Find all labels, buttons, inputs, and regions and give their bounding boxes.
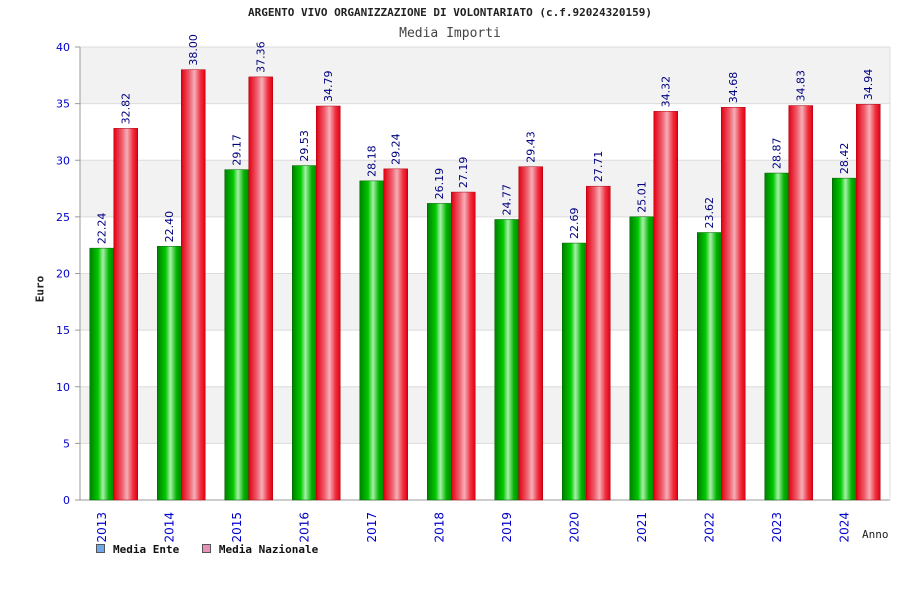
legend-swatch-media-ente — [96, 544, 105, 553]
x-axis-label: Anno — [862, 528, 889, 541]
y-tick-label: 15 — [56, 324, 70, 337]
bar-media-nazionale — [316, 105, 341, 501]
y-tick-label: 30 — [56, 154, 70, 167]
data-label-media-nazionale: 34.94 — [862, 69, 875, 101]
bar-media-ente — [629, 216, 654, 501]
data-label-media-ente: 25.01 — [636, 181, 649, 213]
bar-media-nazionale — [181, 69, 206, 501]
data-label-media-nazionale: 34.68 — [727, 72, 740, 104]
x-tick-label: 2021 — [635, 512, 649, 543]
bar-media-ente — [427, 203, 452, 501]
bar-media-ente — [832, 177, 857, 501]
bar-media-ente — [359, 180, 384, 501]
data-label-media-ente: 23.62 — [703, 197, 716, 229]
legend-swatch-media-nazionale — [201, 544, 211, 553]
bar-media-nazionale — [721, 106, 746, 501]
y-tick-label: 35 — [56, 98, 70, 111]
data-label-media-ente: 28.18 — [366, 145, 379, 177]
data-label-media-nazionale: 34.79 — [322, 71, 335, 103]
data-label-media-nazionale: 27.71 — [592, 151, 605, 183]
grid-band — [80, 273, 890, 331]
y-tick-label: 40 — [56, 41, 70, 54]
data-label-media-nazionale: 38.00 — [187, 34, 200, 66]
chart-subtitle: Media Importi — [399, 26, 501, 41]
bar-media-ente — [292, 165, 317, 501]
bar-media-nazionale — [518, 166, 543, 501]
x-tick-label: 2014 — [162, 512, 176, 543]
y-tick-label: 10 — [56, 381, 70, 394]
data-label-media-nazionale: 29.43 — [525, 131, 538, 163]
x-tick-label: 2017 — [365, 512, 379, 543]
legend-item-media-ente: Media Ente — [96, 543, 179, 556]
legend-label-media-nazionale: Media Nazionale — [218, 543, 319, 556]
grid-band — [80, 330, 890, 387]
legend: Media Ente Media Nazionale — [96, 543, 334, 556]
bar-media-ente — [697, 232, 722, 501]
data-label-media-ente: 24.77 — [501, 184, 514, 216]
legend-label-media-ente: Media Ente — [113, 543, 180, 556]
data-label-media-ente: 26.19 — [433, 168, 446, 200]
data-label-media-ente: 22.24 — [96, 213, 109, 245]
bar-media-ente — [494, 219, 519, 501]
bar-media-ente — [224, 169, 249, 501]
bar-media-nazionale — [653, 111, 678, 501]
grid-band — [80, 47, 890, 104]
x-tick-label: 2020 — [567, 512, 581, 543]
grid-band — [80, 216, 890, 274]
y-tick-label: 0 — [63, 494, 70, 507]
data-label-media-nazionale: 32.82 — [120, 93, 133, 125]
x-tick-label: 2013 — [95, 512, 109, 543]
data-label-media-ente: 29.17 — [231, 134, 244, 166]
x-tick-label: 2018 — [432, 512, 446, 543]
x-tick-label: 2023 — [770, 512, 784, 543]
data-label-media-ente: 22.40 — [163, 211, 176, 243]
grid-band — [80, 103, 890, 161]
grid-band — [80, 160, 890, 217]
x-tick-label: 2015 — [230, 512, 244, 543]
data-label-media-ente: 28.87 — [771, 138, 784, 170]
x-tick-label: 2022 — [702, 512, 716, 543]
data-label-media-nazionale: 29.24 — [390, 133, 403, 165]
data-label-media-ente: 29.53 — [298, 130, 311, 162]
legend-item-media-nazionale: Media Nazionale — [201, 543, 319, 556]
bar-media-nazionale — [451, 191, 476, 501]
bar-media-ente — [764, 172, 789, 501]
bar-media-ente — [157, 246, 182, 501]
bar-media-nazionale — [856, 104, 881, 501]
bar-media-nazionale — [248, 76, 273, 501]
bar-media-ente — [89, 247, 114, 501]
y-tick-label: 5 — [63, 437, 70, 450]
data-label-media-ente: 28.42 — [838, 143, 851, 175]
data-label-media-nazionale: 37.36 — [255, 41, 268, 73]
x-tick-label: 2019 — [500, 512, 514, 543]
x-tick-label: 2024 — [837, 512, 851, 543]
grid-band — [80, 386, 890, 444]
bar-media-ente — [562, 242, 587, 501]
bar-media-nazionale — [383, 168, 408, 501]
data-label-media-nazionale: 34.32 — [660, 76, 673, 108]
y-tick-label: 20 — [56, 268, 70, 281]
bar-media-nazionale — [113, 128, 138, 501]
data-label-media-nazionale: 34.83 — [795, 70, 808, 102]
grid-band — [80, 443, 890, 500]
chart-title: ARGENTO VIVO ORGANIZZAZIONE DI VOLONTARI… — [248, 6, 652, 19]
data-label-media-ente: 22.69 — [568, 208, 581, 240]
y-tick-label: 25 — [56, 211, 70, 224]
data-label-media-nazionale: 27.19 — [457, 157, 470, 189]
x-tick-label: 2016 — [297, 512, 311, 543]
bar-media-nazionale — [788, 105, 813, 501]
bar-media-nazionale — [586, 185, 611, 501]
